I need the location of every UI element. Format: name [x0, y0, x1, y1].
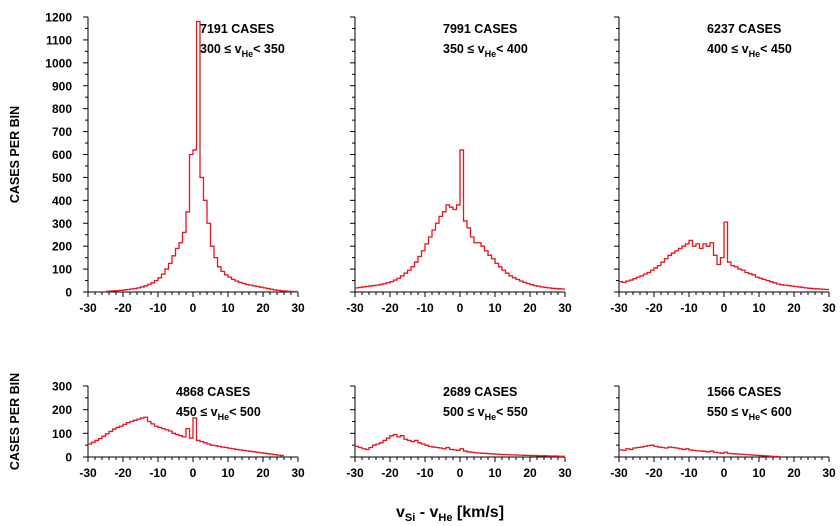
histogram-series [355, 433, 565, 457]
histogram-series [105, 20, 298, 293]
histogram-series [619, 444, 780, 458]
panel-4: 0 100 200 300 -30 -20 -10 0 10 20 30 4868 CASES 450 … [8, 373, 305, 480]
x-tick-label: 20 [256, 466, 270, 480]
y-tick-label: 700 [52, 125, 72, 139]
y-tick-label: 1100 [46, 33, 72, 47]
y-tick-label: 100 [52, 263, 72, 277]
panel-5: -30 -20 -10 0 10 20 30 2689 CASES 500 ≤ vHe< 550 [346, 385, 572, 480]
velocity-range-label: 300 ≤ vHe< 350 [200, 42, 285, 59]
x-tick-label: 0 [457, 301, 464, 315]
x-tick-label: 0 [190, 466, 197, 480]
y-tick-label: 900 [52, 79, 72, 93]
x-tick-label: -30 [610, 301, 628, 315]
velocity-range-label: 550 ≤ vHe< 600 [707, 405, 792, 422]
x-tick-label: -10 [680, 466, 698, 480]
x-tick-label: 20 [523, 301, 537, 315]
panel-3: -30 -20 -10 0 10 20 30 6237 CASES 400 ≤ vHe< 450 [610, 16, 836, 315]
x-tick-label: -10 [416, 301, 434, 315]
x-tick-label: 20 [787, 301, 801, 315]
y-tick-label: 1000 [45, 56, 72, 70]
y-axis-label: CASES PER BIN [8, 106, 22, 203]
panel-2: -30 -20 -10 0 10 20 30 7991 CASES 350 ≤ vHe< 400 [346, 16, 572, 315]
y-tick-label: 800 [52, 102, 72, 116]
case-count-label: 7191 CASES [200, 22, 274, 36]
histogram-series [88, 416, 284, 457]
panel-1: 0100200300400500600700800900100011001200… [8, 11, 305, 316]
velocity-range-label: 450 ≤ vHe< 500 [176, 405, 261, 422]
velocity-range-label: 350 ≤ vHe< 400 [443, 42, 528, 59]
x-tick-label: 0 [721, 466, 728, 480]
panel-6: -30 -20 -10 0 10 20 30 1566 CASES 550 ≤ vHe< 600 [610, 385, 836, 480]
x-tick-label: -20 [114, 466, 132, 480]
x-tick-label: -20 [645, 466, 663, 480]
x-tick-label: 30 [822, 301, 836, 315]
x-tick-label: 10 [488, 466, 502, 480]
case-count-label: 1566 CASES [707, 385, 781, 399]
x-tick-label: 10 [221, 301, 235, 315]
y-tick-label: 1200 [45, 11, 72, 25]
x-tick-label: 10 [221, 466, 235, 480]
y-axis-label: CASES PER BIN [8, 373, 22, 470]
x-tick-label: 10 [752, 466, 766, 480]
x-tick-label: -10 [149, 466, 167, 480]
x-tick-label: -10 [680, 301, 698, 315]
histogram-series [619, 221, 829, 291]
case-count-label: 2689 CASES [443, 385, 517, 399]
x-tick-label: -20 [645, 301, 663, 315]
x-tick-label: -30 [610, 466, 628, 480]
x-tick-label: -10 [416, 466, 434, 480]
x-tick-label: 10 [488, 301, 502, 315]
y-tick-label: 200 [52, 403, 72, 417]
x-tick-label: -20 [381, 466, 399, 480]
x-tick-label: -30 [346, 301, 364, 315]
y-tick-label: 300 [52, 217, 72, 231]
x-tick-label: 30 [291, 301, 305, 315]
y-tick-label: 400 [52, 194, 72, 208]
case-count-label: 6237 CASES [707, 22, 781, 36]
velocity-range-label: 500 ≤ vHe< 550 [443, 405, 528, 422]
x-tick-label: -10 [149, 301, 167, 315]
y-tick-label: 200 [52, 240, 72, 254]
y-tick-label: 0 [65, 451, 72, 465]
x-tick-label: 20 [787, 466, 801, 480]
x-tick-label: -20 [114, 301, 132, 315]
x-tick-label: 0 [457, 466, 464, 480]
x-tick-label: 10 [752, 301, 766, 315]
y-tick-label: 0 [65, 286, 72, 300]
x-tick-label: 30 [558, 466, 572, 480]
x-tick-label: 0 [190, 301, 197, 315]
y-tick-label: 500 [52, 171, 72, 185]
y-tick-label: 300 [52, 380, 72, 394]
case-count-label: 7991 CASES [443, 22, 517, 36]
x-tick-label: -30 [79, 466, 97, 480]
y-tick-label: 100 [52, 427, 72, 441]
x-tick-label: 0 [721, 301, 728, 315]
x-tick-label: -30 [346, 466, 364, 480]
x-tick-label: 30 [822, 466, 836, 480]
velocity-range-label: 400 ≤ vHe< 450 [707, 42, 792, 59]
x-tick-label: -20 [381, 301, 399, 315]
y-tick-label: 600 [52, 148, 72, 162]
case-count-label: 4868 CASES [176, 385, 250, 399]
histogram-series [355, 149, 565, 290]
x-axis-label: vSi - vHe [km/s] [396, 504, 504, 524]
x-tick-label: 20 [523, 466, 537, 480]
x-tick-label: -30 [79, 301, 97, 315]
x-tick-label: 30 [291, 466, 305, 480]
x-tick-label: 30 [558, 301, 572, 315]
x-tick-label: 20 [256, 301, 270, 315]
